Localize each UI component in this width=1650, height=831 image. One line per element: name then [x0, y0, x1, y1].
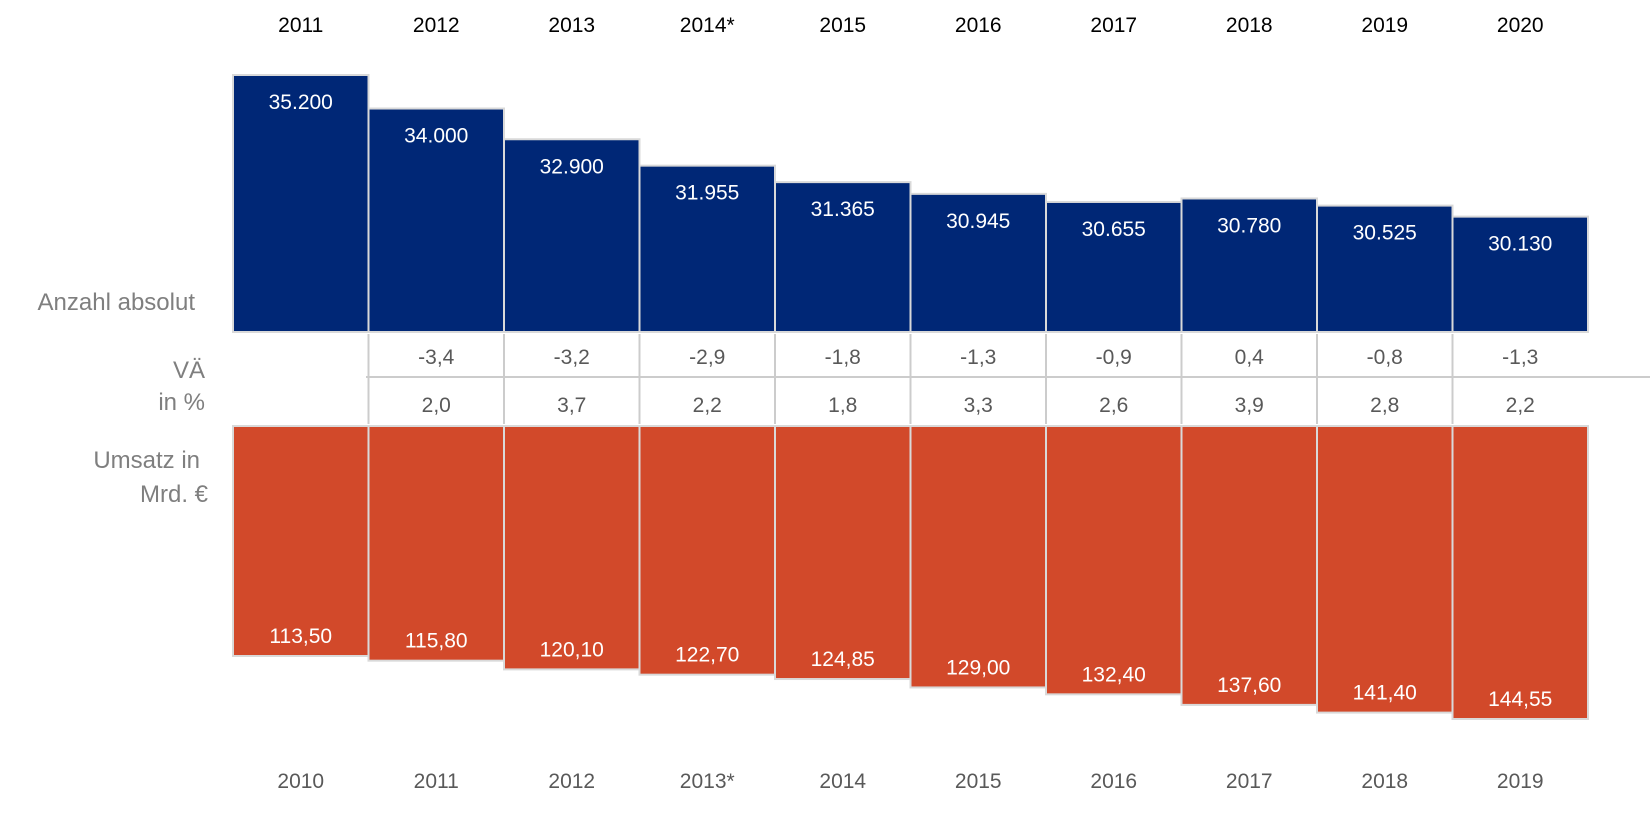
value-label-anzahl: 30.945 — [946, 210, 1010, 233]
value-label-umsatz: 124,85 — [811, 648, 875, 671]
row-label-umsatz-line1: Umsatz in — [93, 447, 200, 474]
x-tick-label-bottom: 2016 — [1090, 770, 1137, 793]
change-pct-anzahl: -1,3 — [960, 346, 996, 369]
value-label-anzahl: 30.655 — [1082, 218, 1146, 241]
bar-umsatz — [1180, 425, 1318, 706]
x-tick-label-bottom: 2010 — [277, 770, 324, 793]
x-tick-label-top: 2015 — [819, 14, 866, 37]
row-label-umsatz-line2: Mrd. € — [139, 481, 208, 508]
x-tick-label-bottom: 2015 — [955, 770, 1002, 793]
bar-anzahl — [503, 138, 641, 333]
value-label-anzahl: 30.130 — [1488, 233, 1552, 256]
bar-anzahl — [909, 192, 1047, 333]
change-pct-anzahl: -2,9 — [689, 346, 725, 369]
bar-umsatz — [232, 425, 370, 657]
bar-umsatz — [1045, 425, 1183, 696]
value-label-anzahl: 34.000 — [404, 125, 468, 148]
value-label-umsatz: 132,40 — [1082, 663, 1146, 686]
bar-anzahl — [1045, 200, 1183, 333]
value-label-anzahl: 30.780 — [1217, 214, 1281, 237]
change-pct-anzahl: -3,2 — [554, 346, 590, 369]
x-tick-label-bottom: 2017 — [1226, 770, 1273, 793]
change-pct-umsatz: 2,6 — [1099, 394, 1128, 417]
x-tick-label-top: 2011 — [278, 14, 323, 37]
row-label-change-line1: VÄ — [172, 357, 205, 384]
bar-umsatz — [909, 425, 1047, 689]
value-label-umsatz: 144,55 — [1488, 688, 1552, 711]
change-pct-umsatz: 2,0 — [422, 394, 451, 417]
value-label-anzahl: 31.365 — [811, 198, 875, 221]
change-pct-anzahl: -0,9 — [1096, 346, 1132, 369]
value-label-umsatz: 141,40 — [1353, 682, 1417, 705]
x-tick-label-top: 2020 — [1497, 14, 1544, 37]
x-tick-label-top: 2016 — [955, 14, 1002, 37]
change-pct-umsatz: 3,9 — [1235, 394, 1264, 417]
x-tick-label-top: 2019 — [1361, 14, 1408, 37]
bar-umsatz — [503, 425, 641, 671]
value-label-umsatz: 113,50 — [269, 625, 332, 648]
x-tick-label-top: 2013 — [548, 14, 595, 37]
x-tick-label-bottom: 2018 — [1361, 770, 1408, 793]
change-pct-umsatz: 2,2 — [1506, 394, 1535, 417]
bar-umsatz — [1451, 425, 1589, 720]
x-tick-label-top: 2014* — [680, 14, 735, 37]
change-pct-umsatz: 2,8 — [1370, 394, 1399, 417]
change-pct-anzahl: -1,3 — [1502, 346, 1538, 369]
bar-anzahl — [1451, 215, 1589, 333]
change-pct-anzahl: -1,8 — [825, 346, 861, 369]
value-label-anzahl: 32.900 — [540, 155, 604, 178]
change-pct-umsatz: 2,2 — [693, 394, 722, 417]
row-label-change-line2: in % — [158, 389, 205, 416]
value-label-umsatz: 122,70 — [675, 644, 739, 667]
change-pct-anzahl: 0,4 — [1235, 346, 1265, 369]
value-label-anzahl: 35.200 — [269, 91, 333, 114]
x-tick-label-bottom: 2011 — [414, 770, 459, 793]
value-label-anzahl: 30.525 — [1353, 222, 1417, 245]
x-tick-label-bottom: 2014 — [819, 770, 866, 793]
x-tick-label-top: 2017 — [1090, 14, 1137, 37]
bar-umsatz — [367, 425, 505, 662]
row-label-anzahl: Anzahl absolut — [37, 289, 195, 316]
x-tick-label-bottom: 2012 — [548, 770, 595, 793]
bar-anzahl — [638, 164, 776, 333]
bar-umsatz — [638, 425, 776, 676]
value-label-umsatz: 129,00 — [946, 656, 1010, 679]
bar-umsatz — [1316, 425, 1454, 714]
bar-umsatz — [774, 425, 912, 681]
x-tick-label-top: 2018 — [1226, 14, 1273, 37]
bar-anzahl — [1180, 197, 1318, 333]
change-pct-umsatz: 3,7 — [557, 394, 586, 417]
x-tick-label-bottom: 2013* — [680, 770, 735, 793]
value-label-umsatz: 120,10 — [540, 638, 604, 661]
change-pct-umsatz: 1,8 — [828, 394, 857, 417]
x-tick-label-top: 2012 — [413, 14, 460, 37]
value-label-umsatz: 137,60 — [1217, 674, 1281, 697]
change-pct-anzahl: -0,8 — [1367, 346, 1403, 369]
change-pct-anzahl: -3,4 — [418, 346, 455, 369]
bar-anzahl — [1316, 204, 1454, 333]
change-pct-umsatz: 3,3 — [964, 394, 993, 417]
x-tick-label-bottom: 2019 — [1497, 770, 1544, 793]
value-label-umsatz: 115,80 — [405, 630, 468, 653]
value-label-anzahl: 31.955 — [675, 182, 739, 205]
bar-anzahl — [232, 74, 370, 333]
bar-anzahl — [774, 181, 912, 333]
